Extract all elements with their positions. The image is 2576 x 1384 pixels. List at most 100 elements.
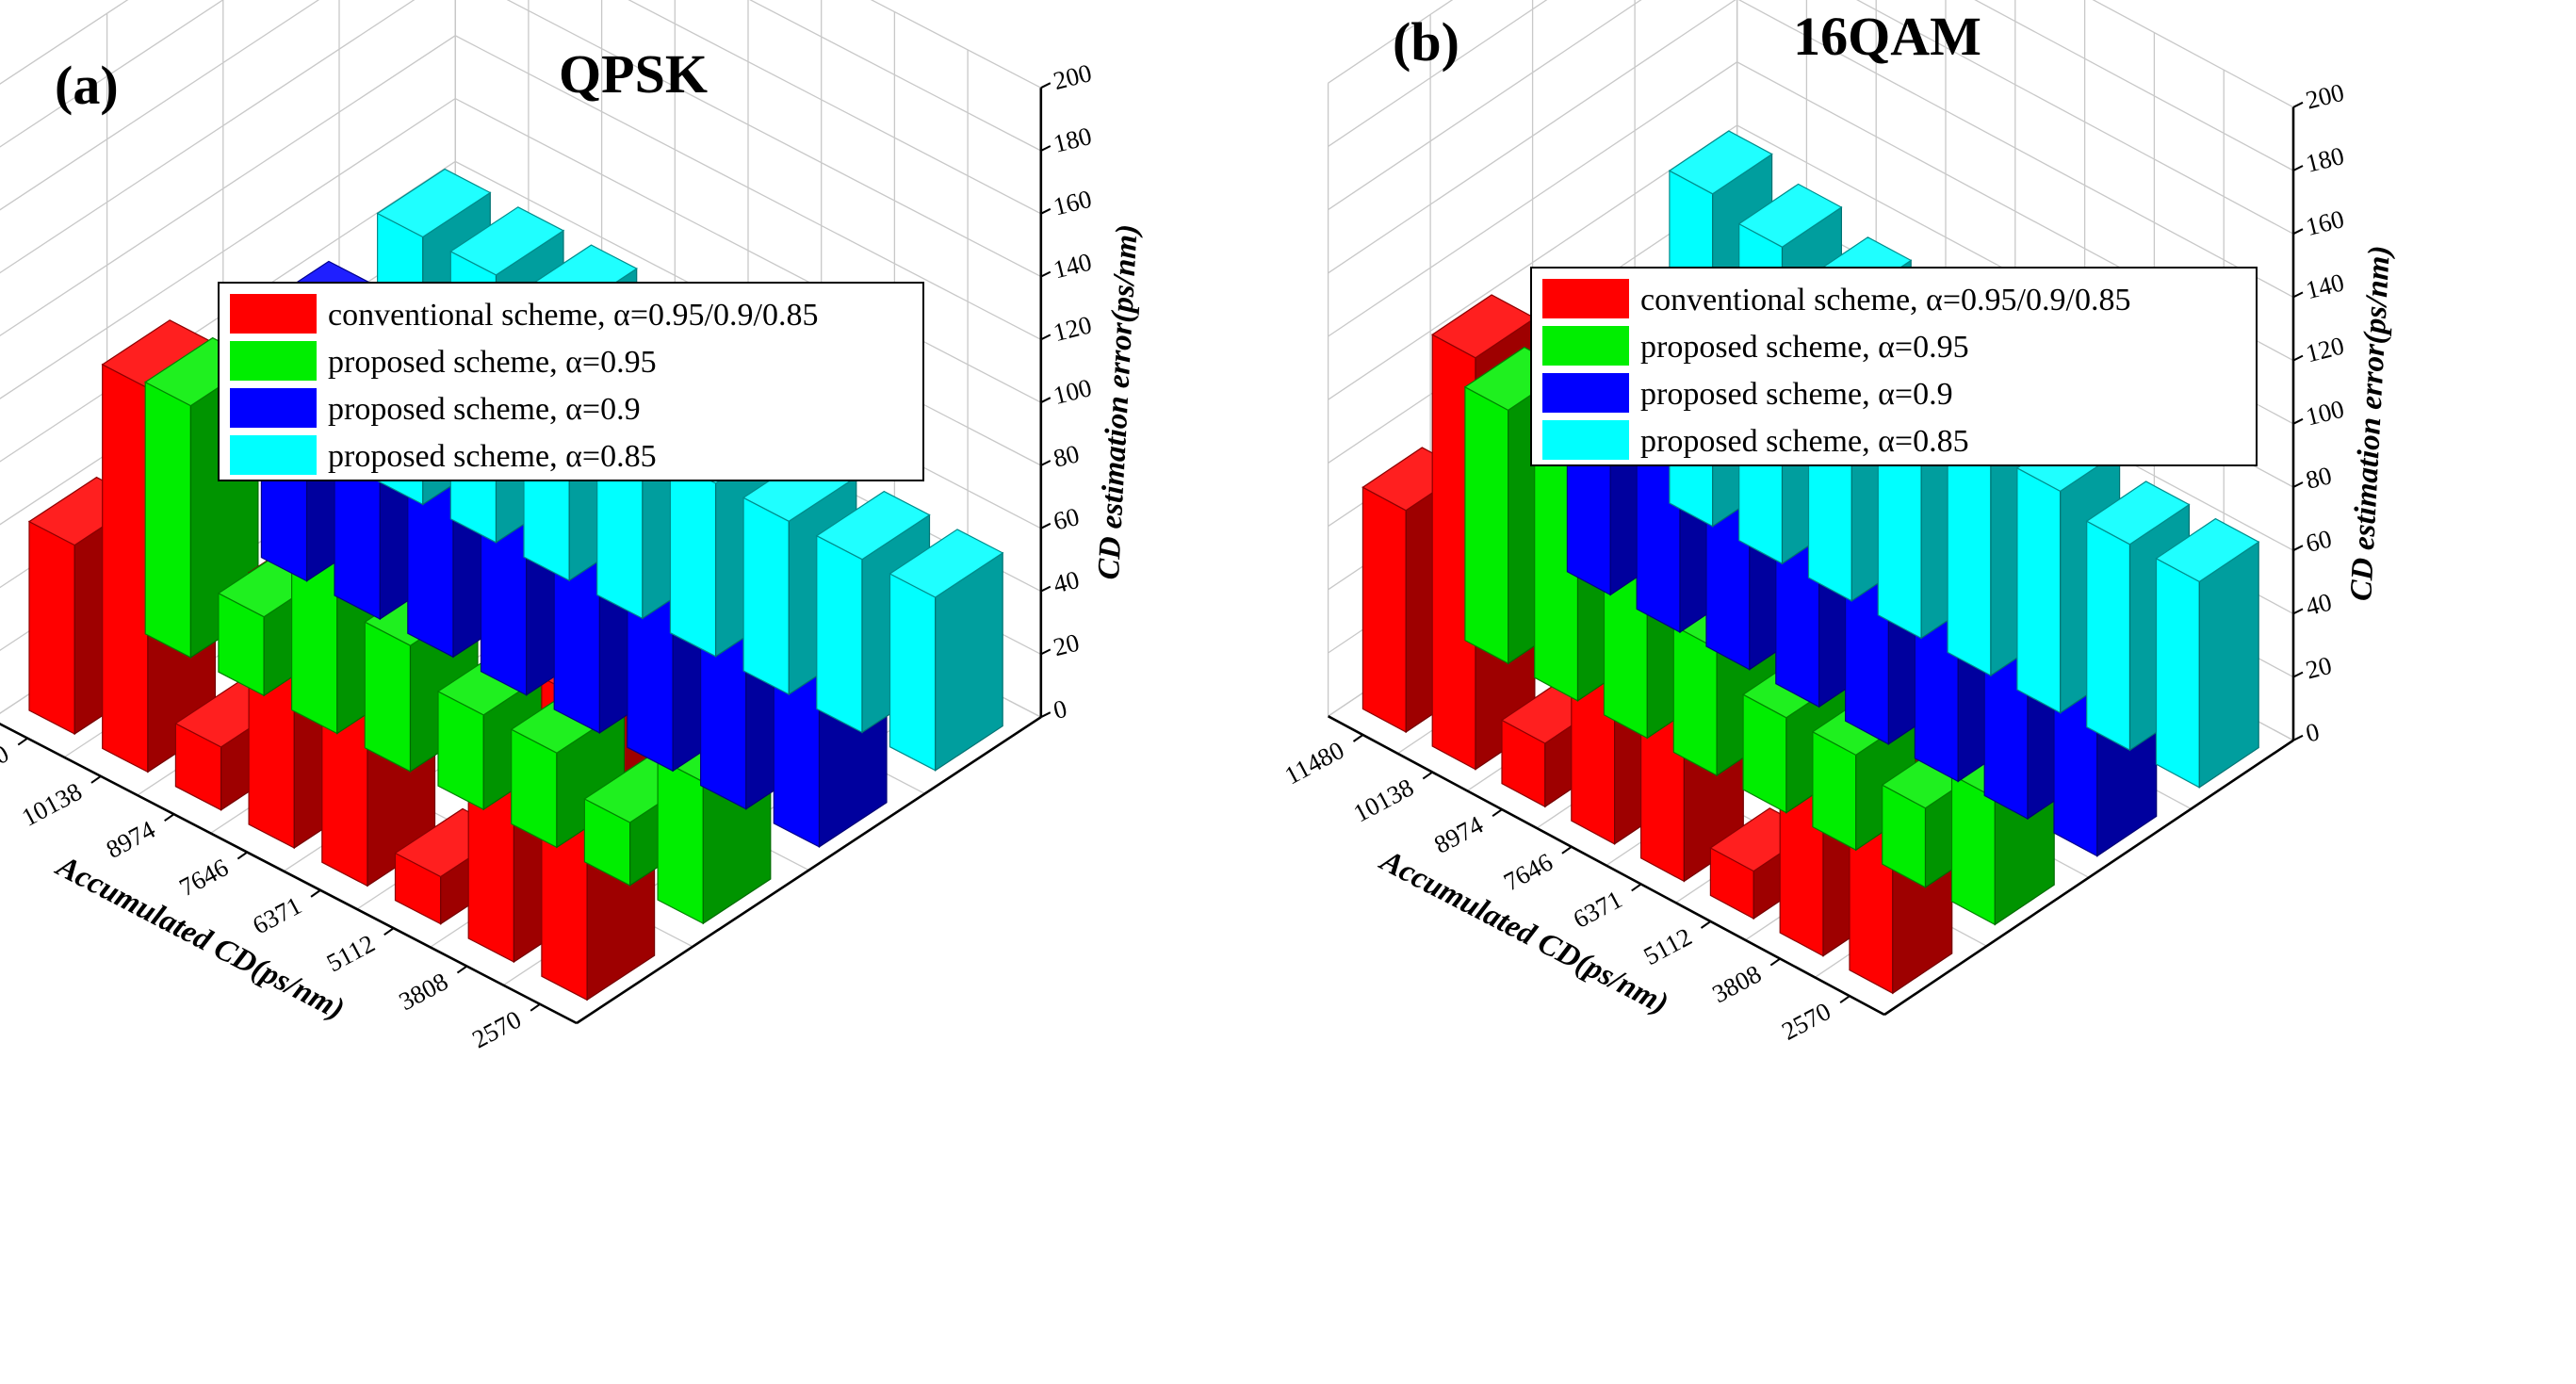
- z-tick-label: 20: [1051, 628, 1082, 662]
- legend-label: proposed scheme, α=0.85: [1640, 424, 1969, 459]
- legend-box: [218, 282, 924, 481]
- x-tick-label: 2570: [467, 1005, 526, 1054]
- bar-proposed-scheme-0-85-2570: [2155, 517, 2260, 789]
- z-tick: [2292, 481, 2304, 488]
- z-tick-label: 0: [1051, 694, 1069, 725]
- z-tick: [2292, 545, 2304, 552]
- z-tick: [2292, 417, 2304, 425]
- chart-panel-qpsk: 11480 10138 8974 7646 6371 5112 3808 2570 0 20 40 6…: [0, 0, 1145, 1053]
- panel-title: QPSK: [559, 43, 708, 105]
- legend-label: proposed scheme, α=0.95: [328, 345, 657, 380]
- panel-label: (b): [1393, 11, 1459, 73]
- x-tick: [1422, 771, 1433, 780]
- z-tick: [2292, 228, 2304, 236]
- z-tick-label: 40: [1051, 565, 1082, 599]
- z-tick-label: 140: [2303, 268, 2347, 304]
- bar-face-left: [816, 534, 863, 734]
- bar-face-left: [364, 621, 412, 773]
- x-axis-line: [1327, 715, 1885, 1017]
- x-tick-label: 6371: [1569, 885, 1627, 934]
- x-tick: [1492, 808, 1503, 818]
- x-tick-label: 11480: [1280, 736, 1349, 790]
- z-tick-label: 80: [1051, 439, 1082, 473]
- z-tick-label: 180: [1051, 122, 1095, 158]
- z-tick-label: 20: [2303, 651, 2334, 685]
- legend-swatch-proposed-scheme-0-85: [230, 435, 317, 475]
- legend-swatch-proposed-scheme-0-95: [1542, 326, 1629, 366]
- z-gridline: [1328, 0, 2294, 108]
- z-axis-title: CD estimation error(ps/nm): [2344, 245, 2397, 602]
- z-gridline: [0, 0, 1042, 152]
- z-gridline: [1328, 0, 2294, 171]
- z-tick-label: 100: [2303, 395, 2347, 431]
- x-tick: [90, 775, 102, 784]
- bar-face-top: [1668, 130, 1773, 195]
- bar-face-left: [2016, 466, 2062, 714]
- legend-swatch-conventional-scheme-0-95-0-9-0-85: [1542, 279, 1629, 318]
- z-tick-label: 160: [2303, 204, 2347, 241]
- x-tick: [456, 965, 468, 974]
- z-gridline: [0, 0, 1042, 278]
- x-tick-label: 10138: [1348, 773, 1418, 827]
- z-tick-label: 180: [2303, 141, 2347, 178]
- bars: [1361, 130, 2260, 995]
- z-tick: [2292, 165, 2304, 171]
- z-tick-label: 160: [1051, 185, 1095, 221]
- z-tick: [1040, 334, 1052, 341]
- z-tick: [1040, 207, 1052, 215]
- bar-face-top: [2155, 517, 2260, 583]
- bar-face-left: [742, 497, 790, 695]
- z-tick-label: 80: [2303, 461, 2334, 495]
- z-tick-label: 140: [1051, 248, 1095, 285]
- z-gridline: [0, 0, 1042, 89]
- y-axis-line: [1883, 739, 2294, 1017]
- bar-face-top: [376, 168, 492, 238]
- z-tick: [1040, 270, 1052, 278]
- x-tick: [17, 737, 28, 746]
- x-tick: [530, 1003, 541, 1012]
- y-axis-line: [576, 716, 1042, 1025]
- bar-face-right: [2198, 541, 2259, 789]
- bar-face-left: [889, 573, 937, 772]
- z-tick-label: 120: [2303, 332, 2347, 368]
- bar-face-left: [669, 459, 717, 658]
- legend-label: proposed scheme, α=0.9: [1640, 377, 1953, 412]
- z-tick-label: 100: [1051, 373, 1095, 410]
- legend-label: proposed scheme, α=0.85: [328, 439, 657, 474]
- bar-face-top: [815, 490, 931, 561]
- legend-label: conventional scheme, α=0.95/0.9/0.85: [1640, 283, 2130, 318]
- z-tick-label: 60: [2303, 524, 2334, 558]
- x-tick-label: 5112: [322, 929, 380, 977]
- x-tick-label: 8974: [102, 815, 160, 864]
- x-tick: [1700, 920, 1712, 929]
- z-tick: [1040, 648, 1052, 656]
- z-tick: [2292, 291, 2304, 299]
- x-tick-label: 7646: [174, 853, 233, 902]
- x-tick: [1839, 995, 1850, 1004]
- z-tick: [2292, 608, 2304, 615]
- x-tick-label: 2570: [1777, 997, 1835, 1046]
- legend-label: proposed scheme, α=0.95: [1640, 330, 1969, 365]
- legend-swatch-proposed-scheme-0-9: [1542, 373, 1629, 413]
- legend-swatch-proposed-scheme-0-9: [230, 388, 317, 428]
- legend-swatch-proposed-scheme-0-95: [230, 341, 317, 381]
- z-tick: [1040, 585, 1052, 593]
- x-tick: [164, 813, 175, 822]
- bar-face-left: [2155, 557, 2200, 789]
- bar-face-left: [1464, 385, 1509, 665]
- panel-title: 16QAM: [1793, 6, 1981, 67]
- bar-face-left: [657, 757, 704, 925]
- x-tick: [1352, 734, 1364, 742]
- legend-swatch-proposed-scheme-0-85: [1542, 420, 1629, 460]
- z-tick-label: 200: [2303, 78, 2347, 115]
- x-tick: [1769, 957, 1781, 967]
- z-gridline: [0, 0, 1042, 215]
- z-tick-label: 120: [1051, 310, 1095, 347]
- x-tick: [383, 927, 395, 936]
- bar-face-top: [2085, 480, 2191, 545]
- bar-proposed-scheme-0-85-2570: [889, 529, 1004, 772]
- bar-face-left: [144, 381, 191, 659]
- bar-face-top: [1737, 183, 1843, 248]
- z-gridline: [1328, 0, 2294, 298]
